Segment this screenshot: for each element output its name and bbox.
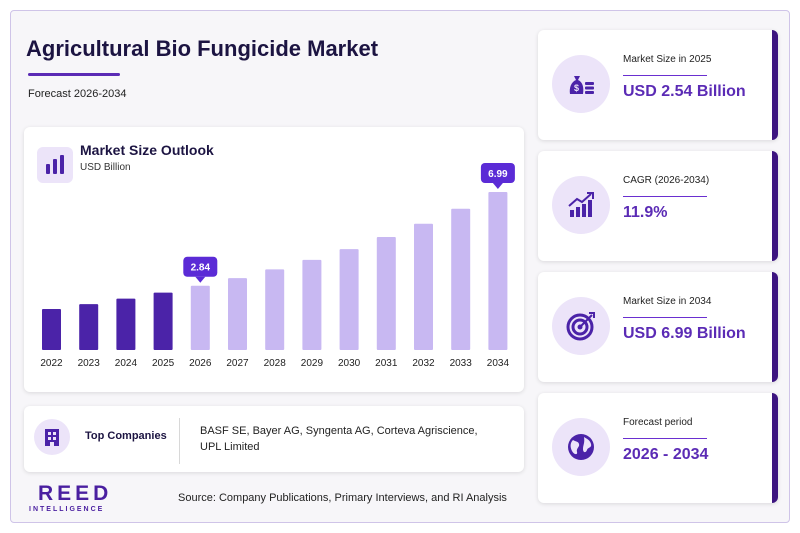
bar-chart: 2022 2023 2024 2025 2026 2.84 2027 2028 2029 2030… — [40, 163, 515, 369]
x-tick-label: 2030 — [338, 358, 361, 369]
globe-icon — [552, 418, 610, 476]
title-underline — [28, 73, 120, 76]
x-tick-label: 2028 — [264, 358, 287, 369]
bar-2028 — [265, 269, 285, 350]
x-tick-label: 2022 — [40, 358, 63, 369]
x-tick-label: 2029 — [301, 358, 324, 369]
x-tick-label: 2025 — [152, 358, 175, 369]
stat-card-market-size-2034: Market Size in 2034 USD 6.99 Billion — [538, 272, 778, 382]
stat-label: Market Size in 2025 — [623, 54, 712, 65]
bar-2029 — [302, 259, 322, 350]
stat-card-forecast-period: Forecast period 2026 - 2034 — [538, 393, 778, 503]
bar-chart-icon — [37, 147, 73, 183]
bar-2025 — [153, 292, 173, 350]
source-note: Source: Company Publications, Primary In… — [178, 492, 507, 504]
stat-divider — [623, 75, 707, 76]
brand-logo-subtitle: INTELLIGENCE — [29, 506, 105, 513]
x-tick-label: 2027 — [226, 358, 249, 369]
building-icon — [34, 419, 70, 455]
stat-card-market-size-2025: $ Market Size in 2025 USD 2.54 Billion — [538, 30, 778, 140]
bar-2024 — [116, 298, 136, 350]
bar-2033 — [451, 208, 471, 350]
chart-unit: USD Billion — [80, 162, 131, 173]
value-label: 6.99 — [488, 169, 508, 180]
x-tick-label: 2033 — [450, 358, 473, 369]
bar-2022 — [42, 308, 61, 350]
stat-value: USD 6.99 Billion — [623, 325, 746, 342]
bar-2026 — [190, 285, 210, 350]
target-icon — [552, 297, 610, 355]
stat-card-cagr: CAGR (2026-2034) 11.9% — [538, 151, 778, 261]
money-bag-icon: $ — [552, 55, 610, 113]
divider — [179, 418, 180, 464]
growth-chart-icon — [552, 176, 610, 234]
top-companies-list: BASF SE, Bayer AG, Syngenta AG, Corteva … — [200, 425, 478, 453]
bar-2023 — [79, 304, 99, 350]
chart-title: Market Size Outlook — [80, 142, 214, 158]
bar-2030 — [339, 249, 359, 350]
chart-card: Market Size Outlook USD Billion 2022 2023… — [24, 127, 524, 392]
value-callout-2026: 2.84 — [183, 256, 218, 283]
top-companies-card: Top Companies BASF SE, Bayer AG, Syngent… — [24, 406, 524, 472]
stat-label: Market Size in 2034 — [623, 296, 712, 307]
page-title: Agricultural Bio Fungicide Market — [26, 36, 379, 61]
stat-value: USD 2.54 Billion — [623, 83, 746, 100]
x-tick-label: 2024 — [115, 358, 138, 369]
stat-divider — [623, 196, 707, 197]
svg-text:$: $ — [574, 83, 579, 93]
stat-label: Forecast period — [623, 417, 693, 428]
bar-2027 — [228, 278, 247, 350]
bar-2032 — [414, 223, 433, 350]
x-tick-label: 2034 — [487, 358, 510, 369]
x-tick-label: 2026 — [189, 358, 212, 369]
bar-2031 — [376, 237, 396, 350]
stat-label: CAGR (2026-2034) — [623, 175, 710, 186]
x-tick-label: 2023 — [78, 358, 101, 369]
x-tick-label: 2031 — [375, 358, 398, 369]
stat-divider — [623, 438, 707, 439]
stat-value: 2026 - 2034 — [623, 446, 709, 463]
bar-2034 — [488, 192, 508, 350]
stat-value: 11.9% — [623, 204, 668, 221]
value-callout-2034: 6.99 — [480, 163, 515, 189]
stat-divider — [623, 317, 707, 318]
value-label: 2.84 — [191, 263, 211, 274]
x-tick-label: 2032 — [412, 358, 435, 369]
top-companies-label: Top Companies — [85, 430, 167, 442]
page-subtitle: Forecast 2026-2034 — [28, 88, 127, 100]
brand-logo: REED — [38, 482, 113, 505]
